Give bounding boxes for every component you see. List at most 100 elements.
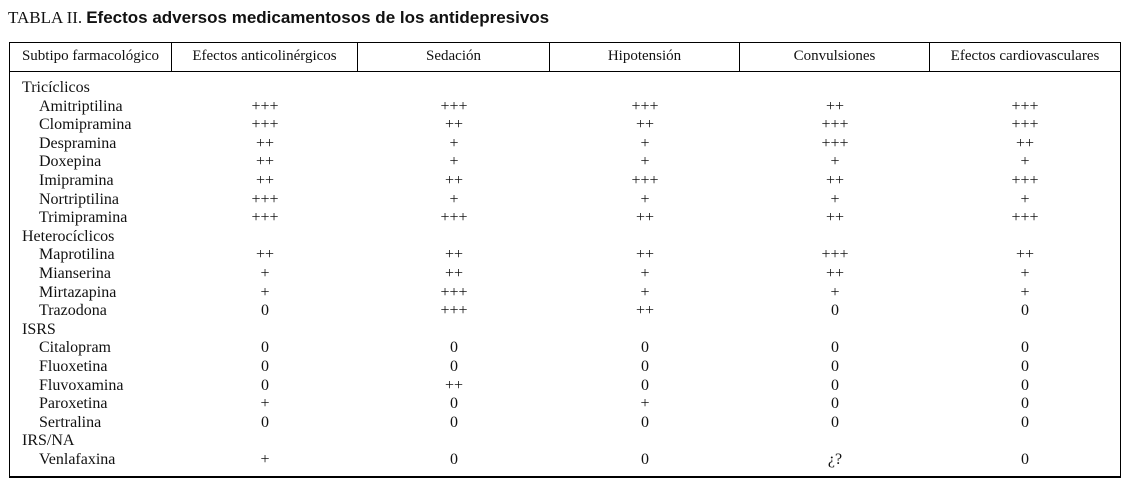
effect-value-cell: +	[449, 153, 459, 171]
drug-row: Sertralina 0 0 0 0 0	[10, 414, 1120, 433]
drug-row: Paroxetina +0 +0 0	[10, 395, 1120, 414]
effect-value-cell: ++	[635, 302, 655, 320]
effect-value-cell: 0	[1021, 395, 1029, 413]
empty-cell	[358, 321, 550, 340]
drug-row: Imipramina ++ ++ +++ ++ +++	[10, 172, 1120, 191]
drug-row: Doxepina ++ + + + +	[10, 153, 1120, 172]
effect-value-cell: +++	[821, 134, 849, 152]
effect-value-cell: +	[260, 395, 270, 413]
group-label: Tricíclicos	[22, 79, 90, 96]
drug-row: Fluoxetina 0 0 0 0 0	[10, 358, 1120, 377]
effect-value-cell: +++	[251, 209, 279, 227]
empty-cell	[930, 321, 1120, 340]
effect-value-cell: 0	[261, 302, 269, 320]
effect-value-cell: ++	[444, 264, 464, 282]
empty-cell	[358, 432, 550, 451]
drug-name-cell: Nortriptilina	[39, 190, 119, 208]
effect-value-cell: 0	[641, 450, 649, 468]
effect-value-cell: 0	[641, 357, 649, 375]
empty-cell	[172, 228, 358, 247]
effect-value-cell: +	[640, 395, 650, 413]
drug-row: Citalopram 0 0 0 0 0	[10, 339, 1120, 358]
effect-value-cell: ++	[1015, 246, 1035, 264]
effect-value-cell: 0	[831, 357, 839, 375]
effect-value-cell: 0	[831, 302, 839, 320]
empty-cell	[358, 228, 550, 247]
drug-row: Despramina ++ + + +++ ++	[10, 135, 1120, 154]
adverse-effects-table: Subtipo farmacológico Efectos anticoliné…	[9, 42, 1121, 479]
column-header-sedacion: Sedación	[358, 43, 550, 71]
effect-value-cell: 0	[1021, 450, 1029, 468]
effect-value-cell: +++	[631, 97, 659, 115]
effect-value-cell: +	[449, 134, 459, 152]
table-title-text: Efectos adversos medicamentosos de los a…	[86, 8, 550, 27]
drug-row: Mirtazapina + +++ + + +	[10, 284, 1120, 303]
effect-value-cell: ++	[1015, 134, 1035, 152]
effect-value-cell: 0	[1021, 302, 1029, 320]
effect-value-cell: 0	[641, 339, 649, 357]
empty-cell	[550, 321, 740, 340]
effect-value-cell: 0	[261, 339, 269, 357]
effect-value-cell: ++	[635, 209, 655, 227]
column-header-convulsiones: Convulsiones	[740, 43, 930, 71]
effect-value-cell: 0	[261, 376, 269, 394]
effect-value-cell: ++	[255, 153, 275, 171]
group-row: Heterocíclicos	[10, 228, 1120, 247]
column-header-cardiovasculares: Efectos cardiovasculares	[950, 48, 1100, 64]
effect-value-cell: +++	[1011, 116, 1039, 134]
effect-value-cell: 0	[831, 376, 839, 394]
column-header-anticolinergicos: Efectos anticolinérgicos	[172, 43, 358, 71]
empty-cell	[172, 432, 358, 451]
column-header-subtipo: Subtipo farmacológico	[10, 43, 172, 71]
drug-row: Fluvoxamina 0 ++ 0 0 0	[10, 377, 1120, 396]
effect-value-cell: ++	[255, 134, 275, 152]
effect-value-cell: ++	[444, 171, 464, 189]
effect-value-cell: +++	[440, 283, 468, 301]
effect-value-cell: 0	[1021, 413, 1029, 431]
group-row: IRS/NA	[10, 432, 1120, 451]
effect-value-cell: ++	[444, 376, 464, 394]
group-row: Tricíclicos	[10, 79, 1120, 98]
drug-name-cell: Clomipramina	[39, 116, 132, 134]
drug-row: Mianserina + ++ + ++ +	[10, 265, 1120, 284]
group-label: ISRS	[22, 320, 56, 338]
effect-value-cell: 0	[641, 376, 649, 394]
empty-cell	[550, 432, 740, 451]
drug-name-cell: Maprotilina	[39, 246, 115, 264]
effect-value-cell: ++	[825, 97, 845, 115]
empty-cell	[740, 228, 930, 247]
effect-value-cell: 0	[641, 413, 649, 431]
effect-value-cell: +++	[440, 209, 468, 227]
drug-row: Venlafaxina +0 0 ¿? 0	[10, 451, 1120, 470]
group-label: Heterocíclicos	[22, 227, 115, 245]
effect-value-cell: +	[1020, 153, 1030, 171]
empty-cell	[172, 79, 358, 98]
effect-value-cell: +++	[631, 171, 659, 189]
effect-value-cell: 0	[450, 357, 458, 375]
group-label: IRS/NA	[22, 432, 75, 450]
empty-cell	[550, 79, 740, 98]
effect-value-cell: +	[1020, 190, 1030, 208]
effect-value-cell: +++	[440, 302, 468, 320]
drug-name-cell: Amitriptilina	[39, 97, 123, 115]
drug-row: Nortriptilina +++ + + + +	[10, 191, 1120, 210]
effect-value-cell: ++	[255, 246, 275, 264]
effect-value-cell: +	[260, 264, 270, 282]
effect-value-cell: 0	[1021, 376, 1029, 394]
effect-value-cell: +	[640, 134, 650, 152]
effect-value-cell: +++	[251, 190, 279, 208]
effect-value-cell: ++	[825, 209, 845, 227]
effect-value-cell: 0	[831, 339, 839, 357]
empty-cell	[740, 432, 930, 451]
effect-value-cell: +	[640, 190, 650, 208]
table-title: TABLA II. Efectos adversos medicamentosos…	[8, 8, 549, 28]
effect-value-cell: +++	[1011, 171, 1039, 189]
drug-name-cell: Trazodona	[39, 302, 107, 320]
drug-name-cell: Citalopram	[39, 339, 111, 357]
empty-cell	[740, 79, 930, 98]
effect-value-cell: ++	[444, 246, 464, 264]
effect-value-cell: ++	[825, 171, 845, 189]
drug-row: Amitriptilina +++ +++ +++ ++ +++	[10, 98, 1120, 117]
effect-value-cell: +	[830, 190, 840, 208]
